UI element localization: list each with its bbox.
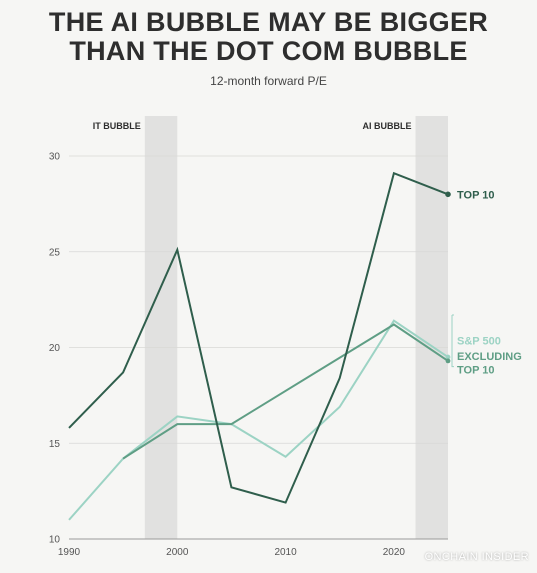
series-line-top-10	[68, 171, 449, 504]
y-tick-label: 25	[49, 247, 61, 258]
y-tick-label: 20	[49, 343, 61, 354]
chart-subtitle: 12-month forward P/E	[210, 74, 327, 88]
series-label-excluding-line-2: TOP 10	[457, 364, 495, 376]
shaded-region-ai-bubble	[415, 116, 448, 539]
series-end-point	[445, 358, 451, 364]
series-label-top-10: TOP 10	[457, 189, 495, 201]
y-tick-label: 10	[49, 535, 61, 546]
label-bracket	[451, 314, 454, 368]
x-tick-label: 2000	[166, 547, 189, 558]
title-line-2: THAN THE DOT COM BUBBLE	[69, 36, 468, 66]
series-label-sp500: S&P 500	[457, 336, 501, 348]
x-tick-label: 2020	[383, 547, 406, 558]
y-tick-label: 30	[49, 152, 61, 163]
y-tick-label: 15	[49, 439, 61, 450]
watermark-text: ONCHAIN INSIDER	[424, 551, 529, 563]
shaded-region-label: AI BUBBLE	[363, 121, 412, 131]
series-end-point	[445, 354, 451, 360]
shaded-region-label: IT BUBBLE	[93, 121, 141, 131]
series-label-excluding-line-1: EXCLUDING	[457, 351, 522, 363]
series-line-s-p-500	[68, 319, 449, 521]
x-tick-label: 2010	[274, 547, 297, 558]
chart-title: THE AI BUBBLE MAY BE BIGGER THAN THE DOT…	[0, 8, 537, 66]
shaded-region-it-bubble	[144, 116, 178, 539]
x-tick-label: 1990	[58, 547, 81, 558]
title-line-1: THE AI BUBBLE MAY BE BIGGER	[48, 7, 489, 37]
series-end-point	[445, 191, 451, 198]
series-line-excluding-top-10	[122, 323, 449, 460]
